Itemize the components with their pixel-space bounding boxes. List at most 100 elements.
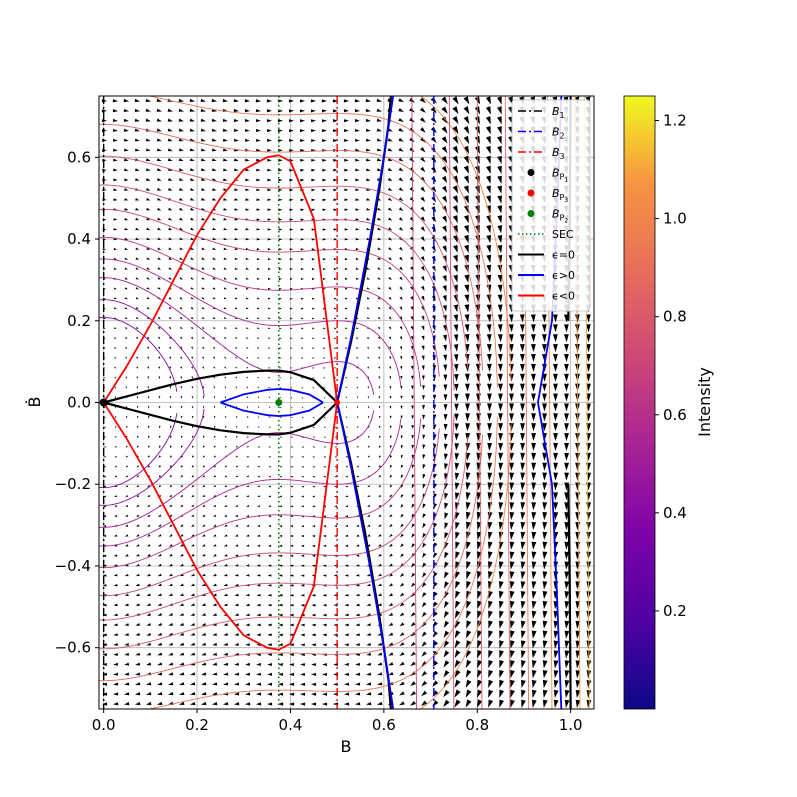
field-arrow bbox=[586, 531, 592, 540]
field-arrow bbox=[520, 551, 526, 560]
field-arrow bbox=[354, 109, 361, 113]
field-arrow bbox=[367, 485, 371, 488]
field-arrow bbox=[180, 396, 183, 399]
field-arrow bbox=[476, 699, 483, 708]
field-arrow bbox=[466, 571, 471, 580]
streamline bbox=[99, 418, 402, 547]
field-arrow bbox=[463, 215, 469, 224]
field-arrow bbox=[420, 266, 425, 272]
field-arrow bbox=[201, 297, 205, 300]
field-arrow bbox=[366, 652, 372, 656]
field-arrow bbox=[463, 125, 470, 135]
field-arrow bbox=[355, 247, 360, 251]
field-arrow bbox=[289, 584, 294, 587]
field-arrow bbox=[180, 455, 184, 458]
field-arrow bbox=[212, 544, 217, 547]
field-arrow bbox=[189, 691, 196, 696]
field-arrow bbox=[235, 425, 238, 429]
field-arrow bbox=[441, 185, 448, 194]
field-arrow bbox=[422, 523, 427, 529]
field-arrow bbox=[464, 284, 470, 293]
field-arrow bbox=[202, 396, 205, 399]
field-arrow bbox=[564, 403, 569, 412]
field-arrow bbox=[146, 247, 151, 250]
field-arrow bbox=[300, 584, 305, 587]
field-arrow bbox=[179, 227, 184, 231]
field-arrow bbox=[267, 178, 272, 182]
field-arrow bbox=[452, 195, 459, 204]
field-arrow bbox=[411, 385, 414, 390]
field-arrow bbox=[256, 148, 261, 152]
field-arrow bbox=[377, 593, 382, 597]
field-arrow bbox=[201, 642, 207, 646]
field-arrow bbox=[487, 531, 493, 540]
field-arrow bbox=[145, 138, 151, 142]
field-arrow bbox=[135, 287, 139, 290]
field-arrow bbox=[552, 353, 558, 363]
field-arrow bbox=[191, 465, 195, 468]
field-arrow bbox=[443, 384, 448, 391]
field-arrow bbox=[377, 247, 382, 251]
streamline bbox=[99, 410, 375, 528]
field-arrow bbox=[289, 525, 294, 528]
field-arrow bbox=[277, 702, 284, 706]
field-arrow bbox=[311, 278, 316, 281]
field-arrow bbox=[245, 643, 250, 646]
field-arrow bbox=[267, 544, 272, 547]
field-arrow bbox=[136, 445, 139, 448]
field-arrow bbox=[356, 465, 359, 468]
field-arrow bbox=[312, 505, 315, 508]
field-arrow bbox=[289, 663, 294, 667]
field-arrow bbox=[531, 571, 537, 580]
field-arrow bbox=[213, 524, 217, 527]
field-arrow bbox=[146, 632, 152, 636]
field-arrow bbox=[268, 505, 271, 508]
field-arrow bbox=[301, 357, 304, 359]
field-arrow bbox=[444, 561, 449, 569]
field-arrow bbox=[136, 504, 140, 508]
field-arrow bbox=[201, 178, 206, 181]
field-arrow bbox=[256, 257, 261, 261]
field-arrow bbox=[531, 482, 537, 491]
field-arrow bbox=[246, 396, 249, 399]
field-arrow bbox=[235, 336, 238, 339]
field-arrow bbox=[410, 345, 414, 351]
field-arrow bbox=[168, 642, 174, 646]
field-arrow bbox=[300, 663, 305, 667]
field-arrow bbox=[124, 297, 128, 300]
field-arrow bbox=[322, 129, 327, 133]
field-arrow bbox=[564, 670, 570, 679]
field-arrow bbox=[135, 554, 140, 557]
field-arrow bbox=[465, 501, 471, 511]
field-arrow bbox=[245, 267, 250, 270]
field-arrow bbox=[356, 386, 358, 389]
field-arrow bbox=[113, 158, 118, 162]
field-arrow bbox=[125, 494, 129, 498]
field-arrow bbox=[257, 376, 260, 379]
field-arrow bbox=[267, 198, 272, 202]
field-arrow bbox=[113, 652, 118, 656]
field-arrow bbox=[399, 266, 403, 271]
field-arrow bbox=[464, 324, 470, 333]
field-arrow bbox=[519, 363, 525, 372]
field-arrow bbox=[388, 622, 394, 626]
colorbar-label: Intensity bbox=[695, 367, 714, 437]
field-arrow bbox=[564, 423, 569, 432]
field-arrow bbox=[399, 246, 403, 251]
field-arrow bbox=[355, 682, 361, 686]
field-arrow bbox=[246, 327, 249, 329]
field-arrow bbox=[497, 165, 502, 175]
field-arrow bbox=[234, 267, 239, 270]
field-arrow bbox=[366, 603, 371, 606]
field-arrow bbox=[189, 178, 195, 181]
field-arrow bbox=[190, 306, 194, 310]
field-arrow bbox=[300, 672, 305, 677]
field-arrow bbox=[377, 237, 382, 241]
field-arrow bbox=[113, 247, 118, 251]
field-arrow bbox=[464, 363, 470, 372]
field-arrow bbox=[421, 395, 425, 400]
field-arrow bbox=[179, 642, 185, 646]
field-arrow bbox=[113, 307, 117, 310]
field-arrow bbox=[146, 267, 150, 270]
field-arrow bbox=[300, 228, 305, 231]
